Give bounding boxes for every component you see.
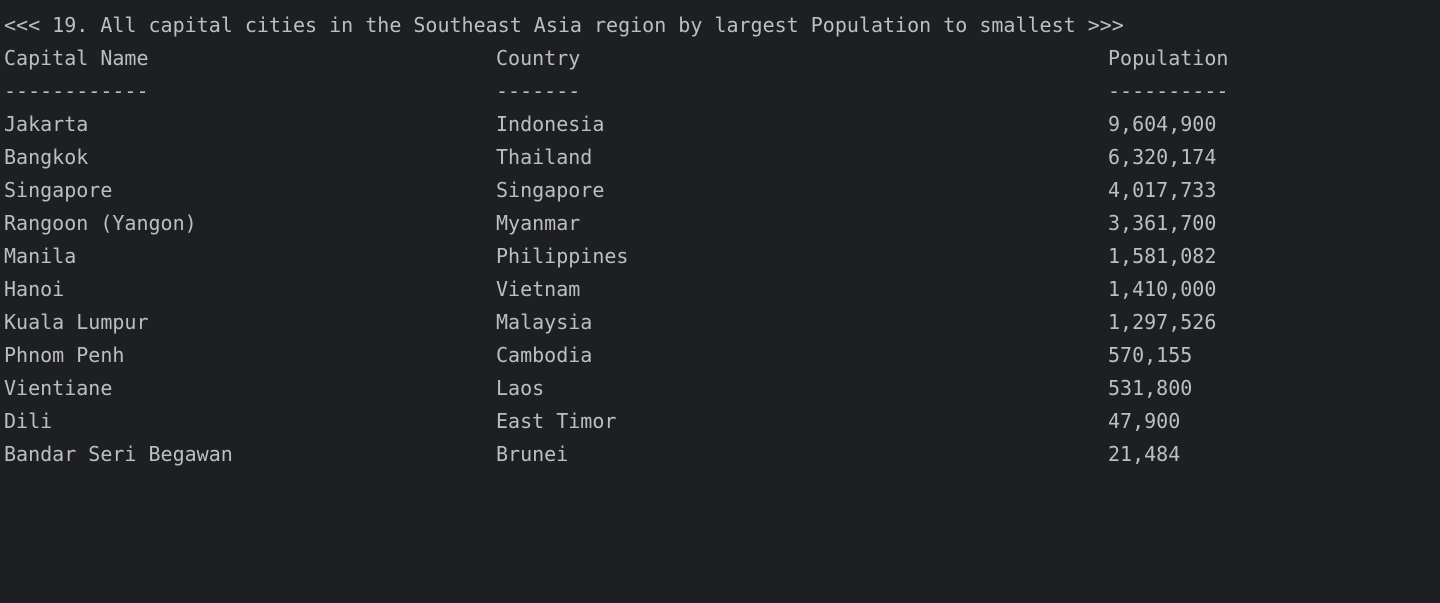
- table-row: Vientiane Laos 531,800: [4, 372, 1434, 405]
- cell-population: 9,604,900: [1108, 112, 1217, 136]
- cell-population: 1,410,000: [1108, 277, 1217, 301]
- cell-population: 4,017,733: [1108, 178, 1217, 202]
- table-row: Kuala Lumpur Malaysia 1,297,526: [4, 306, 1434, 339]
- separator-country: -------: [496, 79, 581, 103]
- cell-capital: Hanoi: [4, 277, 65, 301]
- cell-capital: Kuala Lumpur: [4, 310, 149, 334]
- table-row: Manila Philippines 1,581,082: [4, 240, 1434, 273]
- cell-population: 1,297,526: [1108, 310, 1217, 334]
- cell-population: 570,155: [1108, 343, 1193, 367]
- table-row: Phnom Penh Cambodia 570,155: [4, 339, 1434, 372]
- table-row: Jakarta Indonesia 9,604,900: [4, 108, 1434, 141]
- cell-population: 21,484: [1108, 442, 1181, 466]
- cell-population: 3,361,700: [1108, 211, 1217, 235]
- cell-capital: Vientiane: [4, 376, 113, 400]
- cell-capital: Dili: [4, 409, 53, 433]
- cell-country: Singapore: [496, 178, 605, 202]
- separator-population: ----------: [1108, 79, 1229, 103]
- separator-capital-name: ------------: [4, 79, 149, 103]
- cell-capital: Bangkok: [4, 145, 89, 169]
- cell-country: Philippines: [496, 244, 629, 268]
- cell-country: Thailand: [496, 145, 593, 169]
- console-output: <<< 19. All capital cities in the Southe…: [4, 9, 1434, 471]
- cell-country: Myanmar: [496, 211, 581, 235]
- report-title: <<< 19. All capital cities in the Southe…: [4, 13, 1124, 37]
- cell-country: Indonesia: [496, 112, 605, 136]
- cell-country: Laos: [496, 376, 545, 400]
- cell-population: 531,800: [1108, 376, 1193, 400]
- cell-capital: Jakarta: [4, 112, 89, 136]
- cell-capital: Singapore: [4, 178, 113, 202]
- cell-country: East Timor: [496, 409, 617, 433]
- table-body: Jakarta Indonesia 9,604,900 Bangkok Thai…: [4, 108, 1434, 471]
- cell-capital: Rangoon (Yangon): [4, 211, 197, 235]
- cell-population: 6,320,174: [1108, 145, 1217, 169]
- header-capital-name: Capital Name: [4, 46, 149, 70]
- cell-capital: Phnom Penh: [4, 343, 125, 367]
- table-row: Dili East Timor 47,900: [4, 405, 1434, 438]
- cell-country: Cambodia: [496, 343, 593, 367]
- table-row: Bandar Seri Begawan Brunei 21,484: [4, 438, 1434, 471]
- cell-population: 47,900: [1108, 409, 1181, 433]
- table-row: Rangoon (Yangon) Myanmar 3,361,700: [4, 207, 1434, 240]
- table-row: Hanoi Vietnam 1,410,000: [4, 273, 1434, 306]
- cell-capital: Manila: [4, 244, 77, 268]
- table-separator-row: ------------ ------- ----------: [4, 75, 1434, 108]
- cell-population: 1,581,082: [1108, 244, 1217, 268]
- table-row: Bangkok Thailand 6,320,174: [4, 141, 1434, 174]
- header-country: Country: [496, 46, 581, 70]
- header-population: Population: [1108, 46, 1229, 70]
- cell-country: Vietnam: [496, 277, 581, 301]
- cell-capital: Bandar Seri Begawan: [4, 442, 233, 466]
- cell-country: Brunei: [496, 442, 569, 466]
- table-row: Singapore Singapore 4,017,733: [4, 174, 1434, 207]
- table-header-row: Capital Name Country Population: [4, 42, 1434, 75]
- cell-country: Malaysia: [496, 310, 593, 334]
